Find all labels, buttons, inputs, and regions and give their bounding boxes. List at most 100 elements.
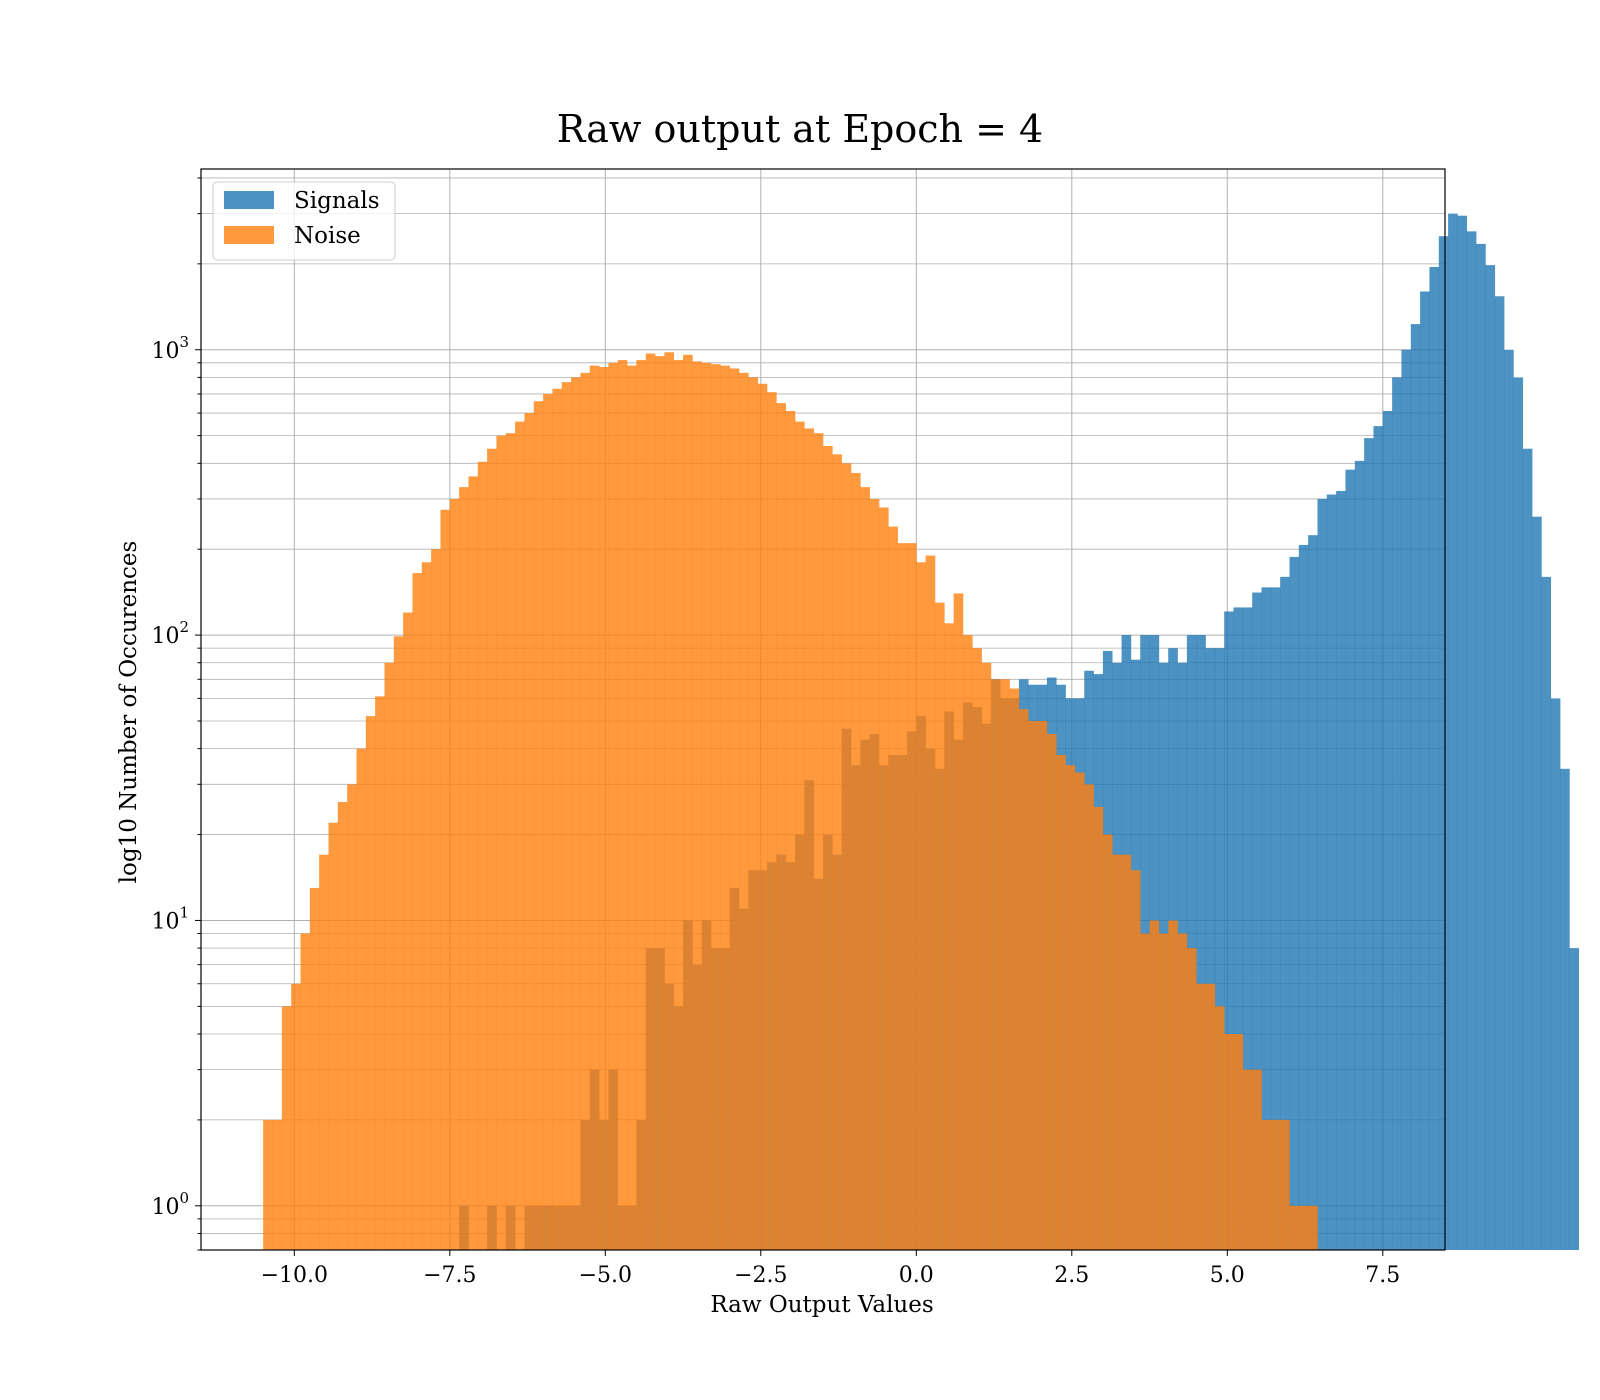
bar [832, 454, 842, 1251]
bar [1289, 556, 1300, 1250]
bar [944, 623, 954, 1250]
bar [1074, 772, 1085, 1250]
bar [720, 365, 730, 1251]
y-tick-label: 100 [151, 1189, 189, 1220]
bar [1373, 426, 1384, 1250]
bar [1102, 834, 1113, 1250]
bar [655, 356, 665, 1250]
bar [281, 1006, 292, 1250]
bar [1317, 498, 1328, 1251]
bar [860, 487, 870, 1250]
bar [1065, 765, 1076, 1250]
bar [1056, 755, 1066, 1250]
bar [580, 372, 591, 1251]
bar [617, 360, 628, 1251]
bar [1252, 1069, 1262, 1250]
bar [524, 413, 535, 1250]
bar [1261, 587, 1272, 1250]
bar [692, 361, 703, 1250]
bar [701, 362, 712, 1250]
bar [673, 360, 684, 1251]
bar [1401, 349, 1412, 1250]
bar [645, 353, 656, 1250]
y-axis-ticks: 100 101 102 103 [151, 177, 201, 1251]
x-tick-label: 7.5 [1365, 1263, 1400, 1288]
y-tick-label: 102 [151, 618, 189, 649]
bar [1242, 1069, 1253, 1250]
bar [869, 498, 880, 1251]
bar [1298, 544, 1309, 1250]
bar [664, 352, 675, 1250]
bar [403, 612, 413, 1250]
legend-swatch-signals [224, 191, 274, 209]
bar [767, 392, 777, 1250]
bar [1177, 933, 1188, 1250]
bar [739, 372, 749, 1251]
y-tick-label: 101 [151, 903, 189, 934]
bar [1233, 1034, 1244, 1250]
bar [981, 662, 992, 1250]
bar [1224, 611, 1234, 1250]
legend-label-noise: Noise [294, 223, 361, 249]
bar [878, 507, 889, 1250]
x-tick-label: −2.5 [734, 1263, 787, 1288]
bar [1420, 291, 1430, 1250]
bar [1168, 920, 1178, 1250]
bar [552, 388, 563, 1250]
bar [1550, 698, 1561, 1250]
bar [1242, 607, 1253, 1250]
bar [1541, 576, 1552, 1250]
bar [1261, 1119, 1272, 1250]
y-axis-label: log10 Number of Occurences [116, 541, 142, 884]
bar [1438, 236, 1449, 1250]
bar [972, 648, 982, 1250]
bar [636, 360, 647, 1251]
bar [1532, 516, 1542, 1250]
y-tick-label: 103 [151, 333, 189, 364]
bar [1158, 933, 1169, 1250]
chart-title: Raw output at Epoch = 4 [557, 107, 1043, 151]
bar [1494, 296, 1505, 1250]
bar [748, 377, 758, 1250]
bar [804, 428, 814, 1250]
bar [1457, 215, 1468, 1251]
bar [561, 382, 572, 1250]
bar [347, 784, 357, 1250]
bar [571, 377, 581, 1250]
bar [468, 476, 479, 1250]
bar [888, 526, 898, 1250]
bar [1410, 324, 1421, 1251]
bar [1037, 721, 1048, 1250]
bar [1093, 806, 1104, 1250]
bar [1466, 231, 1477, 1251]
bar [1345, 469, 1356, 1250]
bar [850, 472, 861, 1251]
bar [384, 662, 395, 1250]
bar [1000, 679, 1010, 1250]
bar [897, 543, 908, 1250]
bar [1009, 688, 1020, 1250]
x-tick-label: −10.0 [261, 1263, 328, 1288]
bar [459, 487, 469, 1250]
bar [599, 367, 609, 1250]
bar [328, 822, 339, 1250]
bar [309, 887, 320, 1250]
bar [729, 368, 740, 1250]
bar [823, 445, 833, 1250]
bar [1569, 948, 1580, 1250]
bar [412, 573, 423, 1250]
bar [1336, 490, 1346, 1251]
bar [1046, 734, 1057, 1250]
bar [1280, 576, 1290, 1250]
x-tick-label: −5.0 [579, 1263, 632, 1288]
bar [1112, 854, 1122, 1250]
x-tick-label: 0.0 [899, 1263, 934, 1288]
bar [795, 421, 805, 1250]
bar [1270, 587, 1281, 1250]
bar [1364, 438, 1374, 1250]
bar [589, 365, 600, 1251]
bar [515, 421, 525, 1250]
bar [1280, 1119, 1290, 1250]
